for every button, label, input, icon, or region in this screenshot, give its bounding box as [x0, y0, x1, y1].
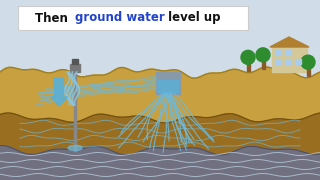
- Bar: [295, 59, 301, 64]
- FancyBboxPatch shape: [18, 6, 248, 30]
- Bar: [285, 59, 291, 64]
- Bar: [0, 148, 320, 180]
- Text: ground water: ground water: [75, 12, 165, 24]
- Polygon shape: [270, 37, 309, 47]
- Circle shape: [241, 50, 255, 64]
- Bar: [285, 50, 291, 55]
- Bar: [307, 68, 309, 76]
- Text: Then: Then: [35, 12, 72, 24]
- Text: level up: level up: [164, 12, 220, 24]
- Ellipse shape: [68, 145, 82, 150]
- Bar: [158, 80, 178, 92]
- Bar: [246, 63, 250, 71]
- Bar: [0, 113, 320, 155]
- Bar: [275, 50, 281, 55]
- Circle shape: [301, 55, 315, 69]
- Bar: [72, 59, 78, 64]
- Bar: [0, 60, 320, 120]
- Bar: [272, 47, 307, 72]
- Bar: [275, 59, 281, 64]
- Bar: [70, 64, 80, 72]
- Bar: [156, 72, 180, 94]
- Circle shape: [256, 48, 270, 62]
- FancyArrow shape: [51, 78, 68, 106]
- Bar: [261, 61, 265, 69]
